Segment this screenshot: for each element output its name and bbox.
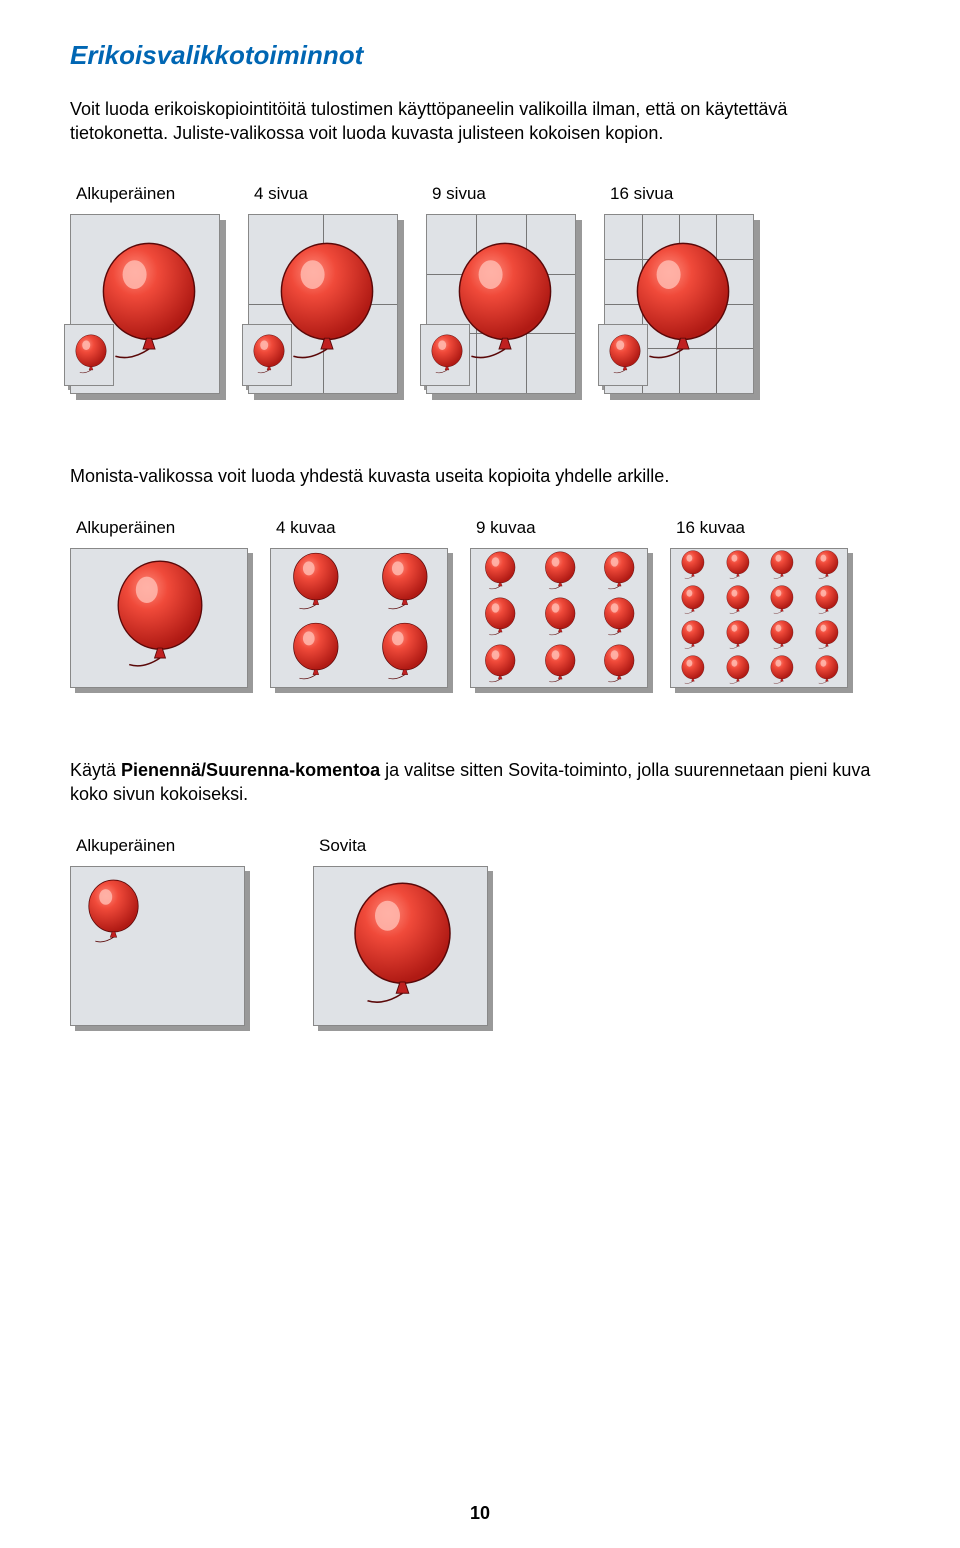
- poster-label: 4 sivua: [248, 184, 308, 204]
- fit-caption: Käytä Pienennä/Suurenna-komentoa ja vali…: [70, 758, 890, 807]
- fit-label: Sovita: [313, 836, 366, 856]
- poster-cell-4: 4 sivua: [248, 184, 398, 394]
- multi-cell-16: 16 kuvaa: [670, 518, 848, 688]
- poster-label: 16 sivua: [604, 184, 673, 204]
- multi-label: 16 kuvaa: [670, 518, 745, 538]
- fit-cell-fit: Sovita: [313, 836, 488, 1026]
- poster-row: Alkuperäinen 4 sivua: [70, 184, 890, 394]
- page-number: 10: [0, 1503, 960, 1524]
- fit-caption-bold: Pienennä/Suurenna-komentoa: [121, 760, 380, 780]
- multi-cell-4: 4 kuvaa: [270, 518, 448, 688]
- poster-label: Alkuperäinen: [70, 184, 175, 204]
- multi-caption: Monista-valikossa voit luoda yhdestä kuv…: [70, 464, 890, 488]
- multi-panel-16: [670, 548, 848, 688]
- page-title: Erikoisvalikkotoiminnot: [70, 40, 890, 71]
- multi-row: Alkuperäinen 4 kuvaa 9 kuvaa 16 kuvaa: [70, 518, 890, 688]
- fit-label: Alkuperäinen: [70, 836, 175, 856]
- fit-row: Alkuperäinen Sovita: [70, 836, 890, 1026]
- intro-text: Voit luoda erikoiskopiointitöitä tulosti…: [70, 97, 890, 146]
- fit-panel-fit: [313, 866, 488, 1026]
- poster-cell-9: 9 sivua: [426, 184, 576, 394]
- poster-label: 9 sivua: [426, 184, 486, 204]
- multi-panel-4: [270, 548, 448, 688]
- poster-cell-original: Alkuperäinen: [70, 184, 220, 394]
- fit-cell-original: Alkuperäinen: [70, 836, 245, 1026]
- fit-caption-pre: Käytä: [70, 760, 121, 780]
- multi-panel-1: [70, 548, 248, 688]
- poster-cell-16: 16 sivua: [604, 184, 754, 394]
- multi-cell-9: 9 kuvaa: [470, 518, 648, 688]
- poster-thumb-1: [64, 324, 114, 386]
- multi-cell-original: Alkuperäinen: [70, 518, 248, 688]
- poster-thumb-4: [242, 324, 292, 386]
- multi-label: 9 kuvaa: [470, 518, 536, 538]
- poster-thumb-16: [598, 324, 648, 386]
- poster-thumb-9: [420, 324, 470, 386]
- fit-panel-original: [70, 866, 245, 1026]
- multi-panel-9: [470, 548, 648, 688]
- multi-label: 4 kuvaa: [270, 518, 336, 538]
- multi-label: Alkuperäinen: [70, 518, 175, 538]
